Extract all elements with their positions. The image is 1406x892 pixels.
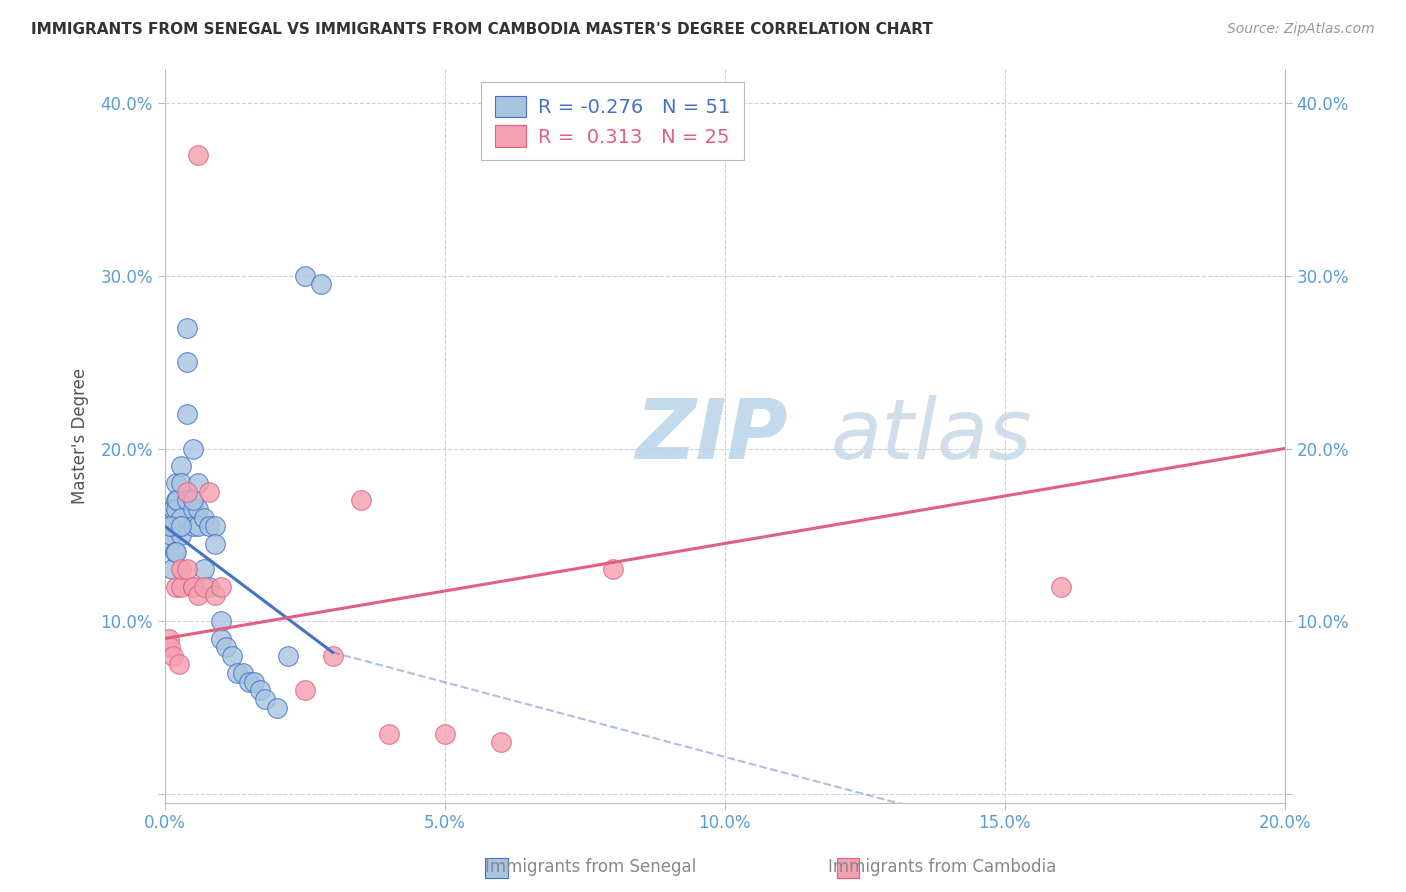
Point <box>221 648 243 663</box>
Point <box>176 493 198 508</box>
Text: atlas: atlas <box>831 395 1032 476</box>
Point <box>249 683 271 698</box>
Point <box>602 562 624 576</box>
Text: Source: ZipAtlas.com: Source: ZipAtlas.com <box>1227 22 1375 37</box>
Point <box>187 148 209 162</box>
Point <box>176 407 198 421</box>
Point <box>165 476 187 491</box>
Point <box>170 510 193 524</box>
Point <box>294 683 316 698</box>
Point <box>1049 580 1071 594</box>
Point <box>176 484 198 499</box>
Point <box>232 666 254 681</box>
Point <box>162 648 184 663</box>
Point <box>159 510 181 524</box>
Point <box>159 640 181 654</box>
Point <box>170 580 193 594</box>
Point <box>254 692 277 706</box>
Point <box>170 519 193 533</box>
Point <box>181 580 204 594</box>
Point <box>167 519 190 533</box>
Point <box>489 735 512 749</box>
Point <box>209 614 232 628</box>
Point <box>165 493 187 508</box>
Point <box>162 519 184 533</box>
Point <box>433 726 456 740</box>
Point <box>322 648 344 663</box>
Text: Immigrants from Senegal: Immigrants from Senegal <box>485 858 696 876</box>
Point <box>215 640 238 654</box>
Point <box>266 700 288 714</box>
Text: ZIP: ZIP <box>636 395 787 476</box>
Bar <box>837 858 859 878</box>
Point <box>165 580 187 594</box>
Point <box>170 476 193 491</box>
Point <box>176 320 198 334</box>
Text: IMMIGRANTS FROM SENEGAL VS IMMIGRANTS FROM CAMBODIA MASTER'S DEGREE CORRELATION : IMMIGRANTS FROM SENEGAL VS IMMIGRANTS FR… <box>31 22 932 37</box>
Point <box>209 580 232 594</box>
Point <box>181 502 204 516</box>
Point <box>181 493 204 508</box>
Legend: R = -0.276   N = 51, R =  0.313   N = 25: R = -0.276 N = 51, R = 0.313 N = 25 <box>481 82 744 161</box>
Point <box>187 588 209 602</box>
Point <box>198 580 221 594</box>
Point <box>166 493 188 508</box>
Point <box>277 648 299 663</box>
Point <box>377 726 399 740</box>
Point <box>193 510 215 524</box>
Point <box>198 519 221 533</box>
Point <box>176 355 198 369</box>
Point <box>204 588 226 602</box>
Point <box>193 580 215 594</box>
Point <box>181 442 204 456</box>
Point <box>238 674 260 689</box>
Point <box>193 562 215 576</box>
Point <box>165 502 187 516</box>
Point <box>170 528 193 542</box>
Point <box>181 580 204 594</box>
Point <box>167 657 190 672</box>
Point <box>162 502 184 516</box>
Point <box>294 268 316 283</box>
Point <box>209 632 232 646</box>
Point <box>163 545 186 559</box>
Point <box>160 562 183 576</box>
Point <box>349 493 371 508</box>
Text: Immigrants from Cambodia: Immigrants from Cambodia <box>828 858 1056 876</box>
Point <box>160 528 183 542</box>
Point <box>198 484 221 499</box>
Point <box>226 666 249 681</box>
Point <box>181 519 204 533</box>
Point <box>157 519 180 533</box>
Point <box>157 632 180 646</box>
Bar <box>485 858 508 878</box>
Point <box>187 476 209 491</box>
Point <box>170 562 193 576</box>
Point <box>165 545 187 559</box>
Point <box>176 562 198 576</box>
Point <box>187 502 209 516</box>
Point <box>311 277 333 292</box>
Point <box>204 519 226 533</box>
Point <box>204 536 226 550</box>
Point <box>159 536 181 550</box>
Point <box>187 519 209 533</box>
Point <box>170 458 193 473</box>
Y-axis label: Master's Degree: Master's Degree <box>72 368 89 504</box>
Point <box>243 674 266 689</box>
Point <box>159 519 181 533</box>
